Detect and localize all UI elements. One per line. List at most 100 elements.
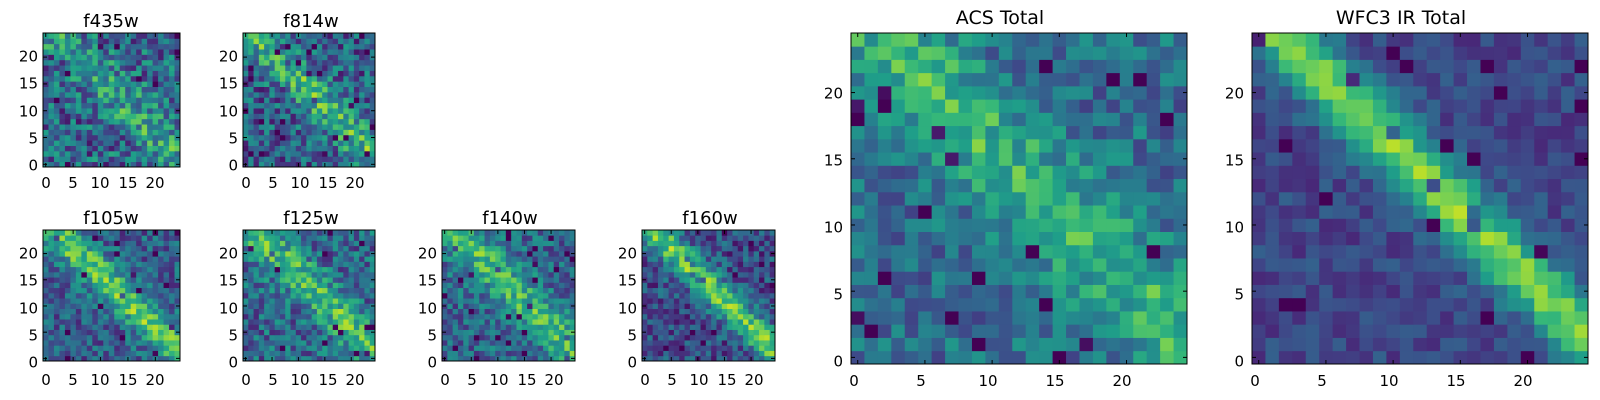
heatmap-cell — [311, 140, 318, 146]
heatmap-cell — [891, 99, 906, 113]
heatmap-cell — [114, 140, 121, 146]
heatmap-cell — [998, 165, 1013, 180]
heatmap-cell — [1079, 46, 1094, 60]
heatmap-cell — [668, 277, 675, 283]
heatmap-cell — [343, 140, 349, 146]
heatmap-cell — [258, 129, 265, 136]
heatmap-cell — [711, 245, 717, 252]
heatmap-cell — [125, 277, 132, 283]
heatmap-cell — [359, 145, 365, 152]
heatmap-cell — [1092, 244, 1107, 259]
heatmap-cell — [119, 334, 126, 341]
heatmap-cell — [285, 54, 291, 61]
heatmap-cell — [864, 297, 879, 312]
heatmap-cell — [108, 113, 115, 120]
heatmap-cell — [316, 124, 323, 130]
heatmap-cell — [364, 261, 371, 268]
heatmap-cell — [316, 282, 323, 289]
heatmap-cell — [285, 33, 291, 39]
heatmap-cell — [505, 235, 512, 241]
heatmap-cell — [285, 102, 291, 109]
heatmap-cell — [119, 59, 126, 66]
heatmap-cell — [327, 271, 334, 278]
heatmap-cell — [1119, 284, 1134, 299]
heatmap-cell — [877, 311, 892, 325]
heatmap-cell — [59, 145, 66, 152]
heatmap-cell — [258, 59, 265, 66]
heatmap-cell — [721, 292, 728, 299]
heatmap-cell — [1119, 337, 1134, 352]
heatmap-cell — [64, 277, 71, 283]
heatmap-cell — [348, 75, 355, 82]
heatmap-cell — [274, 298, 281, 304]
heatmap-cell — [1305, 205, 1320, 219]
heatmap-cell — [663, 319, 669, 325]
heatmap-cell — [43, 298, 49, 304]
heatmap-cell — [311, 277, 318, 283]
ytick-label: 15 — [219, 272, 238, 290]
heatmap-cell — [174, 271, 181, 278]
heatmap-cell — [679, 230, 685, 236]
heatmap-cell — [264, 245, 270, 252]
heatmap-cell — [468, 313, 475, 320]
heatmap-cell — [759, 282, 765, 289]
heatmap-cell — [495, 313, 501, 320]
heatmap-cell — [1292, 297, 1307, 312]
heatmap-cell — [851, 85, 865, 100]
heatmap-cell — [279, 91, 286, 98]
heatmap-cell — [332, 38, 339, 45]
heatmap-cell — [81, 350, 88, 357]
heatmap-cell — [1534, 297, 1549, 312]
heatmap-cell — [657, 261, 664, 268]
heatmap-cell — [931, 271, 946, 285]
heatmap-cell — [877, 46, 892, 60]
heatmap-cell — [290, 235, 297, 241]
heatmap-cell — [141, 240, 148, 247]
heatmap-cell — [130, 65, 137, 71]
heatmap-cell — [125, 70, 132, 77]
heatmap-cell — [1106, 231, 1121, 246]
heatmap-cell — [877, 125, 892, 140]
heatmap-cell — [1493, 191, 1508, 206]
heatmap-cell — [70, 108, 77, 114]
heatmap-cell — [70, 313, 77, 320]
heatmap-cell — [253, 324, 260, 330]
heatmap-cell — [548, 313, 555, 320]
heatmap-cell — [537, 266, 544, 273]
heatmap-cell — [322, 150, 328, 157]
heatmap-cell — [769, 324, 776, 330]
heatmap-cell — [130, 266, 137, 273]
heatmap-cell — [447, 329, 454, 336]
heatmap-cell — [505, 334, 512, 341]
heatmap-cell — [158, 33, 164, 39]
heatmap-cell — [369, 150, 376, 157]
heatmap-cell — [537, 329, 544, 336]
heatmap-cell — [737, 324, 744, 330]
heatmap-cell — [269, 54, 276, 61]
heatmap-cell — [169, 271, 175, 278]
heatmap-cell — [332, 129, 339, 136]
heatmap-cell — [904, 112, 919, 127]
heatmap-cell — [689, 292, 696, 299]
heatmap-cell — [442, 287, 448, 294]
heatmap-cell — [152, 303, 159, 309]
heatmap-cell — [484, 261, 491, 268]
heatmap-cell — [705, 271, 712, 278]
heatmap-cell — [163, 129, 170, 136]
heatmap-cell — [163, 54, 170, 61]
heatmap-cell — [163, 292, 170, 299]
heatmap-cell — [1252, 191, 1266, 206]
heatmap-cell — [1160, 46, 1174, 60]
heatmap-cell — [1133, 311, 1148, 325]
heatmap-cell — [290, 250, 297, 257]
heatmap-cell — [248, 298, 254, 304]
heatmap-cell — [553, 355, 560, 362]
heatmap-cell — [359, 65, 365, 71]
heatmap-cell — [103, 113, 110, 120]
heatmap-cell — [353, 266, 360, 273]
heatmap-cell — [253, 129, 260, 136]
heatmap-cell — [971, 178, 986, 193]
heatmap-cell — [1119, 152, 1134, 166]
heatmap-cell — [103, 81, 110, 87]
heatmap-cell — [931, 284, 946, 299]
